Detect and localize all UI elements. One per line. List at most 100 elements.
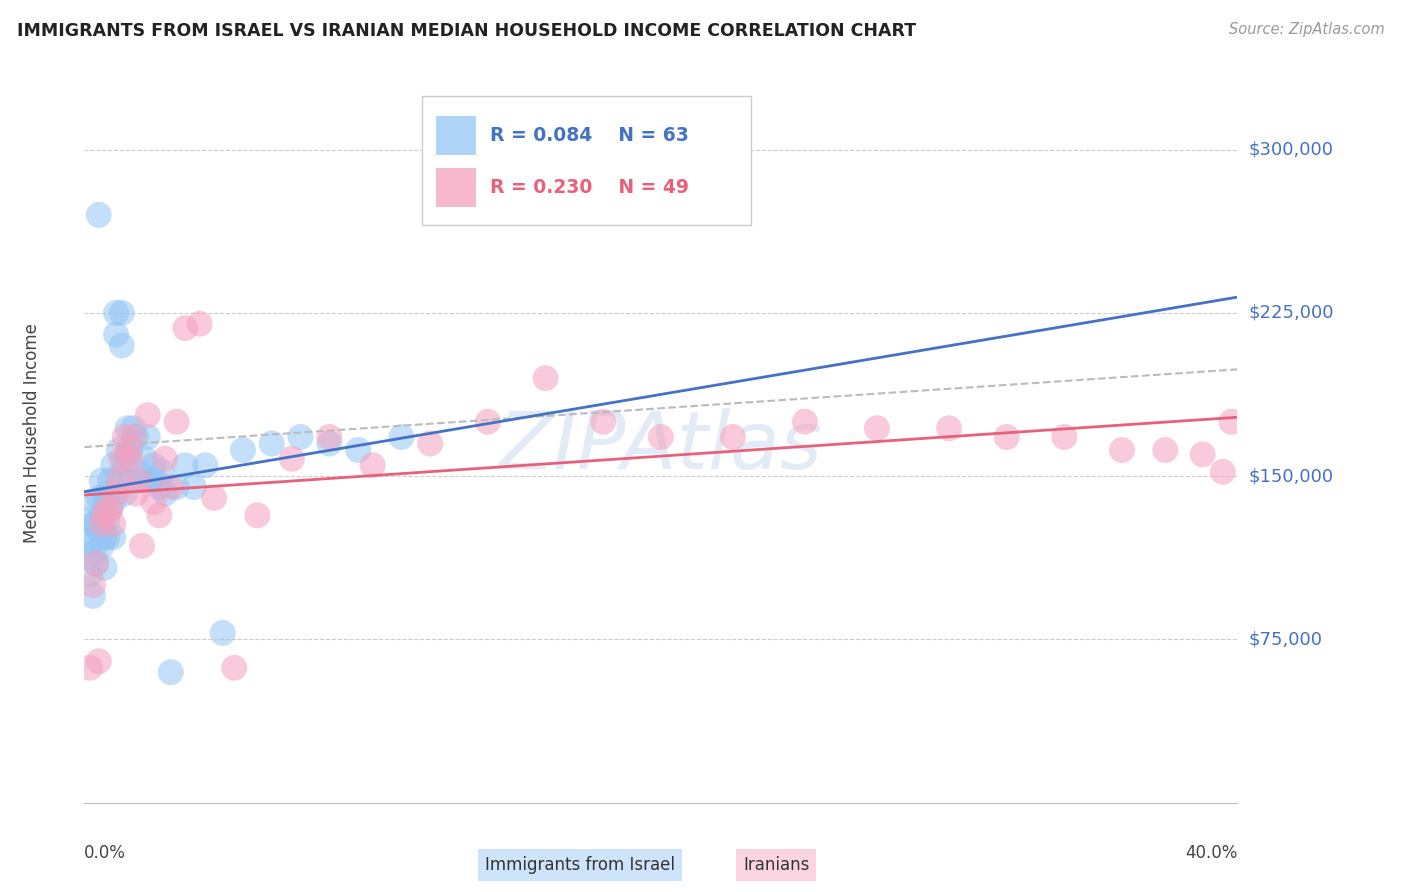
Point (142, 495, 165, 509)
Point (142, 458, 165, 473)
Point (98, 501, 121, 516)
Point (391, 430, 413, 444)
Point (76, 513, 98, 527)
Bar (436, 169, 477, 207)
Point (82, 589, 104, 603)
Point (125, 486, 148, 500)
Point (232, 443, 254, 458)
Point (84, 495, 107, 509)
Point (96, 530, 118, 544)
Point (166, 480, 188, 494)
Point (93, 530, 115, 544)
Point (120, 474, 142, 488)
Point (103, 517, 124, 532)
Point (166, 415, 188, 429)
Point (534, 371, 557, 385)
Text: R = 0.230    N = 49: R = 0.230 N = 49 (491, 178, 689, 197)
Text: Iranians: Iranians (742, 856, 810, 874)
Point (153, 486, 176, 500)
Point (111, 306, 134, 320)
Point (148, 480, 170, 494)
Point (82, 517, 104, 532)
Point (90, 508, 112, 523)
Point (93, 560, 115, 574)
Point (82, 578, 104, 592)
Point (188, 317, 211, 331)
Point (174, 321, 197, 335)
Point (90, 517, 112, 532)
Point (183, 480, 205, 494)
Point (103, 530, 124, 544)
Point (131, 539, 153, 553)
Point (105, 306, 128, 320)
Text: Source: ZipAtlas.com: Source: ZipAtlas.com (1229, 22, 1385, 37)
Point (260, 436, 283, 450)
Point (1154, 443, 1177, 458)
Point (111, 451, 134, 466)
Point (281, 451, 304, 466)
Point (134, 451, 156, 466)
Point (93, 508, 115, 523)
Point (347, 443, 370, 458)
Point (160, 665, 183, 680)
Text: $225,000: $225,000 (1249, 304, 1334, 322)
Point (318, 436, 340, 450)
Point (76, 534, 98, 549)
Point (79, 661, 101, 675)
Point (90, 474, 112, 488)
Point (120, 451, 142, 466)
Point (103, 495, 124, 509)
Point (938, 421, 960, 435)
Point (84, 556, 107, 570)
Point (108, 474, 131, 488)
Point (794, 415, 817, 429)
Text: $150,000: $150,000 (1249, 467, 1333, 485)
Point (87, 654, 110, 668)
Point (1053, 430, 1076, 444)
Point (128, 474, 150, 488)
Point (82, 545, 104, 559)
Point (122, 430, 145, 444)
Point (224, 661, 246, 675)
Point (995, 430, 1018, 444)
Text: $300,000: $300,000 (1249, 141, 1333, 159)
Point (592, 415, 614, 429)
Point (721, 430, 744, 444)
Text: $75,000: $75,000 (1249, 631, 1323, 648)
Point (96, 486, 118, 500)
Point (120, 443, 142, 458)
Point (114, 458, 136, 473)
Point (108, 469, 131, 483)
Point (114, 430, 136, 444)
Point (105, 486, 128, 500)
Point (117, 447, 139, 461)
Point (153, 451, 176, 466)
Point (111, 338, 134, 352)
Point (105, 327, 128, 342)
Point (87, 491, 110, 505)
Text: 40.0%: 40.0% (1185, 844, 1237, 862)
Point (246, 508, 269, 523)
Text: Median Household Income: Median Household Income (24, 323, 42, 542)
Point (650, 430, 672, 444)
Point (79, 539, 101, 553)
Point (419, 436, 441, 450)
Point (866, 421, 889, 435)
Point (128, 465, 150, 479)
Point (318, 430, 340, 444)
Point (160, 480, 183, 494)
Point (117, 443, 139, 458)
Bar (436, 117, 477, 155)
Point (202, 491, 225, 505)
Point (87, 208, 110, 222)
Point (114, 486, 136, 500)
Point (125, 430, 148, 444)
Point (174, 458, 197, 473)
Point (122, 421, 145, 435)
Point (136, 430, 159, 444)
Point (93, 495, 115, 509)
Text: 0.0%: 0.0% (84, 844, 127, 862)
Point (150, 465, 173, 479)
Point (98, 474, 121, 488)
Point (90, 539, 112, 553)
